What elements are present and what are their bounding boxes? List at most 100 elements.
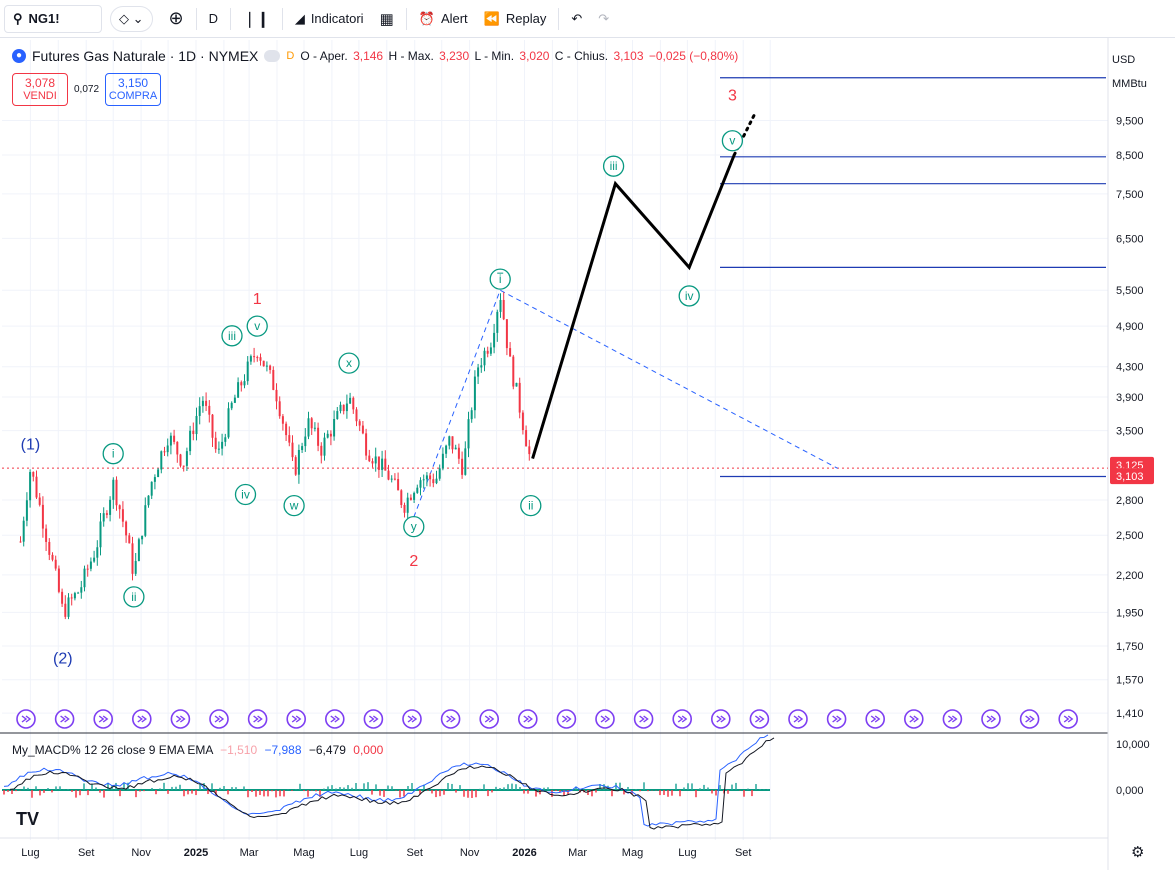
candle-body — [269, 365, 272, 370]
candle-body — [115, 479, 118, 506]
undo-button[interactable]: ↶ — [563, 0, 590, 37]
candle-body — [470, 410, 473, 420]
time-tick-label: Lug — [350, 847, 368, 859]
replay-label: Replay — [505, 11, 547, 26]
replay-button[interactable]: ⏪ Replay — [476, 0, 555, 37]
chart-type-button[interactable]: ❘❙ — [235, 0, 278, 37]
candle-body — [240, 382, 243, 386]
candle-body — [400, 490, 403, 505]
candle-body — [259, 357, 262, 361]
open-label: O - Aper. — [300, 49, 348, 63]
wave-label-circle — [602, 155, 625, 177]
candle-body — [387, 470, 390, 480]
candle-body — [509, 348, 512, 357]
sell-button[interactable]: 3,078 VENDI — [12, 73, 68, 106]
candle-body — [153, 477, 156, 482]
currency-selector[interactable]: USD — [1112, 54, 1136, 66]
price-tick-label: 3,500 — [1116, 426, 1144, 438]
alert-button[interactable]: ⏰ Alert — [411, 0, 476, 37]
sell-price: 3,078 — [24, 75, 56, 90]
top-toolbar: ⚲ NG1! ◇ ⌄ ⊕ D ❘❙ ◢ Indicatori ▦ ⏰ Alert… — [0, 0, 1175, 38]
candle-body — [121, 509, 124, 522]
divider — [558, 7, 560, 30]
candle-body — [349, 397, 352, 404]
buy-button[interactable]: 3,150 COMPRA — [105, 73, 162, 106]
settings-gear-icon[interactable]: ⚙ — [1131, 844, 1144, 861]
time-tick-label: Mag — [293, 847, 314, 859]
divider — [281, 7, 283, 30]
symbol-search[interactable]: ⚲ NG1! — [4, 4, 102, 33]
candle-body — [205, 400, 208, 406]
templates-button[interactable]: ▦ — [372, 0, 402, 37]
close-value: 3,103 — [613, 49, 644, 63]
candle-body — [336, 411, 339, 419]
event-marker-arrow — [909, 715, 919, 723]
time-tick-label: 2026 — [512, 847, 536, 859]
visibility-toggle-icon[interactable] — [264, 50, 281, 62]
add-symbol-button[interactable]: ⊕ — [161, 0, 192, 37]
wave-label-degree: 1 — [253, 291, 262, 308]
macd-value-3: −6,479 — [308, 743, 346, 757]
delayed-badge: D — [286, 50, 295, 62]
candle-body — [445, 445, 448, 454]
redo-button[interactable]: ↷ — [590, 0, 617, 37]
candle-body — [512, 356, 515, 387]
candle-body — [505, 319, 508, 349]
price-tick-label: 4,900 — [1116, 321, 1144, 333]
sell-label: VENDI — [23, 89, 57, 102]
candle-body — [64, 603, 67, 617]
price-tick-label: 1,750 — [1116, 641, 1144, 653]
candle-body — [515, 382, 518, 387]
event-marker-arrow — [21, 715, 32, 723]
compare-button[interactable]: ◇ ⌄ — [102, 0, 161, 37]
candle-body — [361, 425, 364, 434]
candle-body — [333, 418, 336, 437]
candle-body — [483, 350, 486, 366]
macd-legend: My_MACD% 12 26 close 9 EMA EMA −1,510 −7… — [12, 743, 383, 757]
candle-body — [198, 406, 201, 416]
candle-body — [326, 433, 329, 438]
candle-body — [477, 367, 480, 377]
interval-button[interactable]: D — [201, 0, 226, 37]
candle-body — [313, 427, 316, 429]
symbol-logo-icon: ● — [12, 49, 26, 63]
price-tick-label: 1,950 — [1116, 607, 1144, 619]
ohlc-values: O - Aper. 3,146 H - Max. 3,230 L - Min. … — [300, 49, 740, 63]
event-marker-arrow — [446, 715, 456, 723]
time-tick-label: Set — [406, 847, 423, 859]
candle-body — [189, 430, 192, 452]
candle-body — [265, 365, 268, 367]
candle-body — [105, 513, 108, 515]
candle-body — [102, 513, 105, 522]
candle-body — [22, 520, 25, 542]
chart-legend: ● Futures Gas Naturale · 1D · NYMEX D O … — [12, 48, 740, 64]
candle-body — [208, 405, 211, 415]
candle-body — [403, 504, 406, 513]
event-marker-arrow — [137, 715, 147, 723]
candle-body — [275, 389, 278, 402]
candles-group — [19, 292, 531, 620]
wave-label-circle — [403, 515, 425, 538]
candle-body — [137, 539, 140, 561]
candle-body — [99, 521, 102, 548]
candle-body — [493, 332, 496, 348]
indicators-button[interactable]: ◢ Indicatori — [287, 0, 372, 37]
time-tick-label: Mar — [568, 847, 587, 859]
time-tick-label: 2025 — [184, 847, 208, 859]
last-price-label: 3,103 — [1116, 471, 1144, 483]
unit-selector[interactable]: MMBtu — [1112, 78, 1147, 90]
candle-body — [374, 456, 377, 464]
high-value: 3,230 — [439, 49, 470, 63]
candle-body — [57, 568, 60, 592]
open-value: 3,146 — [353, 49, 384, 63]
alarm-clock-icon: ⏰ — [418, 10, 435, 26]
wave-label-degree: (1) — [21, 436, 41, 453]
wave-label: w — [289, 499, 299, 513]
event-marker-arrow — [716, 715, 726, 723]
candle-body — [304, 436, 307, 447]
price-tick-label: 4,300 — [1116, 362, 1144, 374]
candle-body — [77, 592, 80, 594]
candle-body — [457, 447, 460, 459]
wave-label: iii — [228, 329, 236, 343]
